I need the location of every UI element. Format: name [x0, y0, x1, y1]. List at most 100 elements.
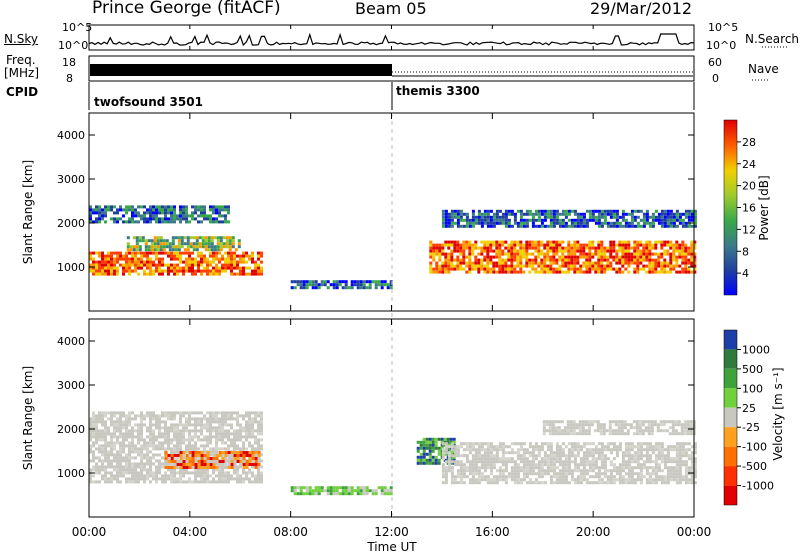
range-cell — [140, 456, 143, 460]
range-cell — [338, 280, 342, 284]
range-cell — [690, 224, 694, 228]
range-cell — [179, 451, 183, 454]
range-cell — [498, 215, 502, 219]
range-cell — [125, 417, 128, 421]
range-cell — [648, 258, 652, 262]
range-cell — [221, 220, 224, 224]
range-cell — [549, 457, 553, 461]
range-cell — [173, 454, 177, 457]
range-cell — [456, 472, 460, 476]
range-cell — [156, 242, 160, 246]
range-cell — [594, 221, 598, 225]
range-cell — [365, 280, 369, 284]
range-cell — [624, 442, 628, 446]
range-cell — [591, 209, 595, 213]
range-cell — [596, 420, 600, 424]
range-cell — [135, 242, 139, 246]
range-cell — [477, 258, 481, 262]
noise-left-tick-top: 10^5 — [62, 21, 92, 34]
range-cell — [615, 466, 619, 470]
range-cell — [110, 263, 113, 267]
range-cell — [570, 246, 574, 250]
velocity-cb-label: 25 — [742, 402, 756, 415]
range-cell — [180, 236, 184, 240]
range-cell — [513, 215, 517, 219]
range-cell — [656, 429, 660, 433]
range-cell — [549, 212, 553, 216]
range-cell — [254, 266, 257, 270]
range-cell — [513, 469, 517, 473]
range-cell — [215, 272, 218, 276]
range-cell — [171, 242, 175, 246]
range-cell — [668, 426, 672, 430]
range-cell — [158, 266, 161, 270]
range-cell — [197, 254, 200, 258]
range-cell — [125, 269, 128, 273]
range-cell — [672, 466, 676, 470]
range-cell — [234, 248, 238, 252]
range-cell — [554, 429, 558, 433]
range-cell — [218, 447, 221, 451]
range-cell — [164, 426, 167, 430]
range-cell — [185, 457, 189, 460]
range-cell — [630, 478, 634, 482]
range-cell — [680, 432, 684, 436]
range-cell — [173, 251, 176, 255]
range-cell — [672, 243, 676, 247]
range-cell — [195, 239, 199, 243]
range-cell — [444, 472, 448, 476]
range-cell — [311, 280, 315, 284]
range-cell — [236, 444, 239, 448]
range-cell — [137, 414, 140, 418]
range-cell — [645, 212, 649, 216]
range-cell — [167, 269, 170, 273]
range-cell — [552, 469, 556, 473]
range-cell — [164, 451, 168, 454]
range-cell — [444, 264, 448, 268]
range-cell — [477, 212, 481, 216]
range-cell — [116, 260, 119, 264]
range-cell — [230, 451, 234, 454]
range-cell — [612, 466, 616, 470]
range-cell — [648, 442, 652, 446]
range-cell — [441, 243, 445, 247]
range-cell — [197, 263, 200, 267]
range-cell — [507, 267, 511, 271]
range-cell — [459, 454, 463, 458]
range-cell — [119, 447, 122, 451]
range-cell — [152, 474, 155, 478]
range-cell — [191, 460, 195, 463]
range-cell — [687, 246, 691, 250]
range-cell — [251, 454, 255, 457]
range-cell — [684, 264, 688, 268]
range-cell — [642, 215, 646, 219]
range-cell — [116, 217, 119, 221]
range-cell — [92, 211, 95, 215]
range-cell — [555, 448, 559, 452]
range-cell — [522, 460, 526, 464]
range-cell — [125, 260, 128, 264]
range-cell — [465, 212, 469, 216]
range-cell — [119, 263, 122, 267]
range-cell — [95, 420, 98, 424]
range-cell — [206, 272, 209, 276]
range-cell — [540, 469, 544, 473]
range-cell — [555, 442, 559, 446]
range-cell — [617, 426, 621, 430]
range-cell — [225, 239, 229, 243]
range-cell — [579, 481, 583, 485]
range-cell — [471, 457, 475, 461]
range-cell — [135, 248, 139, 252]
range-cell — [128, 263, 131, 267]
range-cell — [537, 481, 541, 485]
range-cell — [686, 432, 690, 436]
range-cell — [137, 214, 140, 218]
range-cell — [242, 454, 246, 457]
range-cell — [468, 469, 472, 473]
range-cell — [477, 267, 481, 271]
range-cell — [492, 218, 496, 222]
range-cell — [230, 432, 233, 436]
range-cell — [693, 481, 697, 485]
range-cell — [504, 451, 508, 455]
range-cell — [549, 463, 553, 467]
